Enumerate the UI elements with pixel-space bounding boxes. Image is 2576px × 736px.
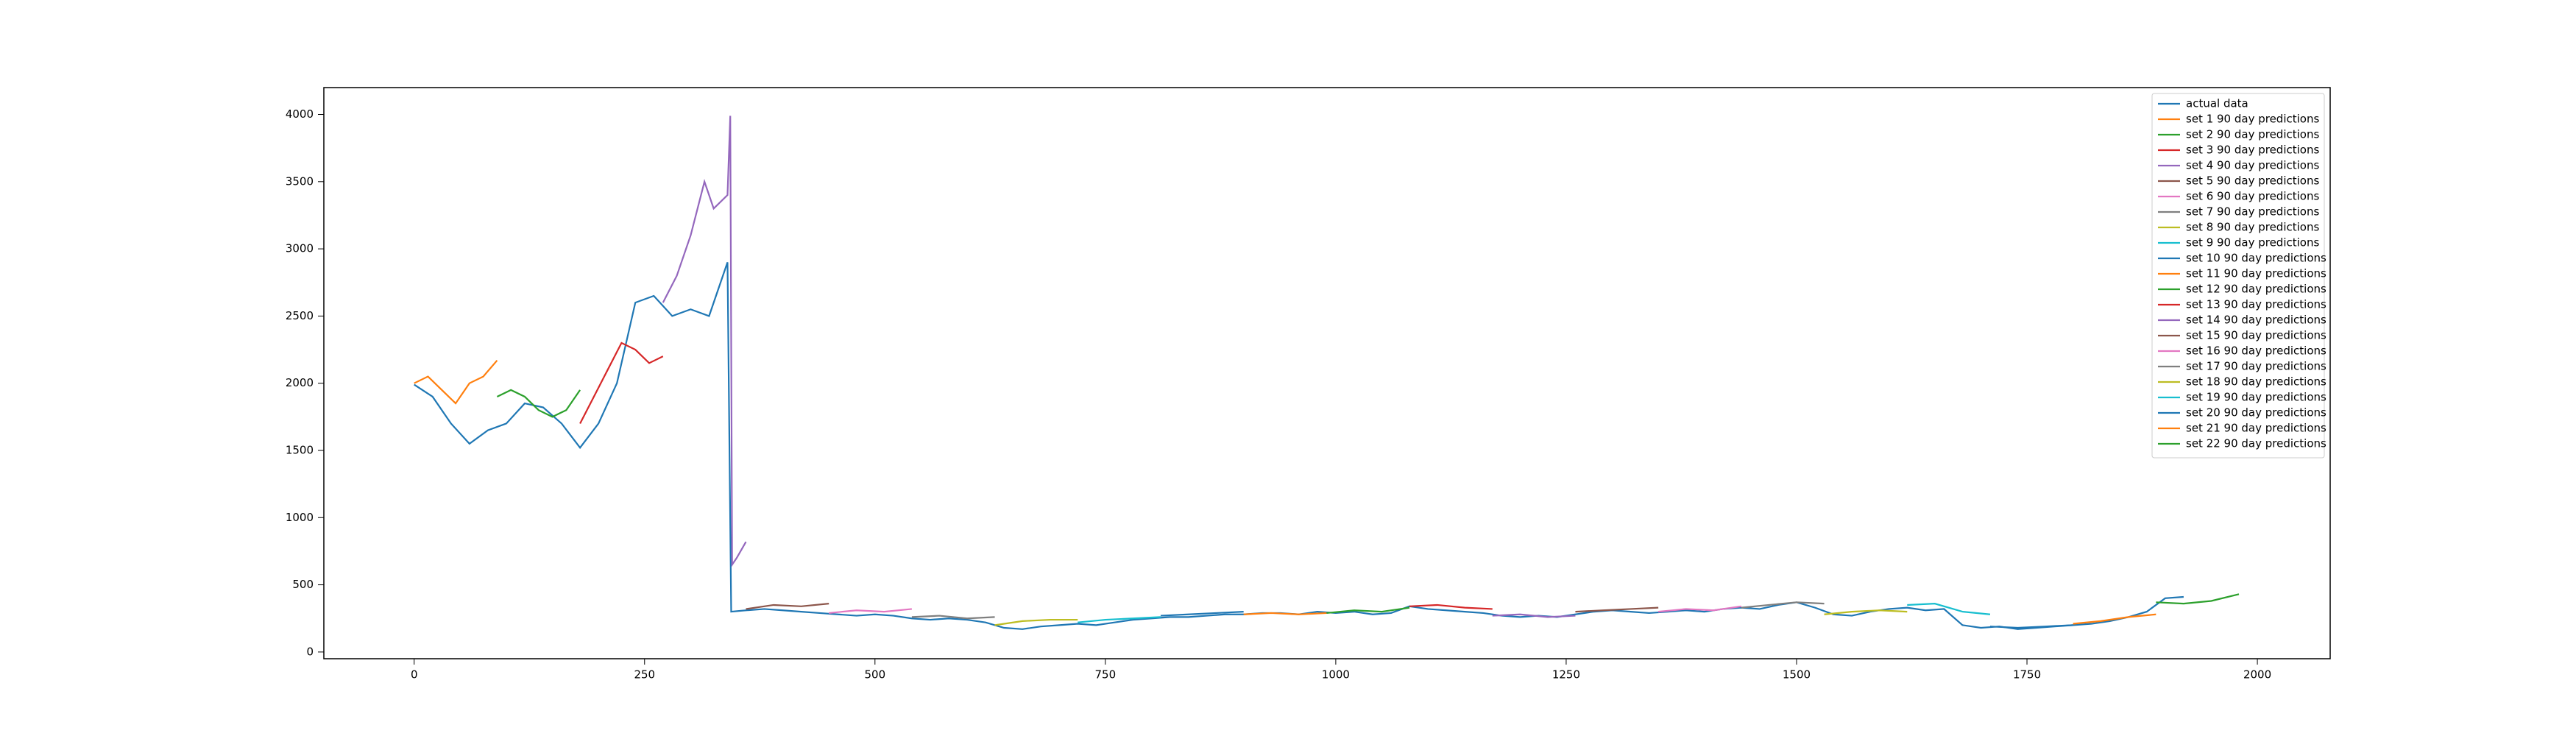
legend-label: set 14 90 day predictions (2186, 314, 2326, 327)
legend-label: set 1 90 day predictions (2186, 113, 2319, 126)
legend-label: set 2 90 day predictions (2186, 128, 2319, 141)
legend-box (2151, 93, 2325, 459)
legend-label: set 12 90 day predictions (2186, 283, 2326, 296)
series-line (1575, 606, 1659, 613)
series-line (2073, 613, 2156, 625)
legend-label: actual data (2186, 97, 2248, 110)
series-line (1824, 609, 1908, 615)
legend-label: set 4 90 day predictions (2186, 159, 2319, 172)
legend-label: set 6 90 day predictions (2186, 190, 2319, 203)
series-line (1160, 610, 1244, 617)
y-tick-label: 1500 (286, 443, 314, 456)
legend-label: set 9 90 day predictions (2186, 236, 2319, 250)
series-line (1907, 603, 1991, 615)
x-tick-label: 1250 (1552, 668, 1580, 682)
legend-label: set 17 90 day predictions (2186, 360, 2326, 373)
legend-label: set 20 90 day predictions (2186, 406, 2326, 420)
legend-label: set 21 90 day predictions (2186, 422, 2326, 435)
series-line (1243, 612, 1327, 615)
y-tick-label: 500 (292, 578, 314, 591)
y-tick-label: 2000 (286, 376, 314, 389)
series-line (1741, 601, 1825, 609)
legend-label: set 5 90 day predictions (2186, 174, 2319, 188)
x-tick-label: 250 (634, 668, 655, 682)
x-tick-label: 500 (864, 668, 885, 682)
y-tick-label: 2500 (286, 309, 314, 322)
plot-area (323, 87, 2331, 659)
x-tick-label: 1500 (1783, 668, 1811, 682)
series-line (414, 262, 2184, 630)
y-tick-label: 4000 (286, 107, 314, 121)
series-line (911, 615, 995, 620)
series-line (1326, 606, 1410, 615)
y-tick-label: 3000 (286, 242, 314, 255)
x-tick-label: 2000 (2243, 668, 2271, 682)
series-line (496, 389, 581, 418)
series-line (662, 116, 747, 567)
x-tick-label: 1000 (1322, 668, 1350, 682)
series-line (579, 342, 664, 424)
series-line (1492, 613, 1576, 618)
legend-label: set 18 90 day predictions (2186, 375, 2326, 389)
legend-label: set 13 90 day predictions (2186, 298, 2326, 311)
y-tick-label: 1000 (286, 511, 314, 524)
legend-label: set 19 90 day predictions (2186, 391, 2326, 404)
series-line (1658, 605, 1742, 613)
series-line (2156, 593, 2240, 605)
series-line (1989, 624, 2073, 629)
x-tick-label: 0 (411, 668, 418, 682)
y-tick-label: 3500 (286, 174, 314, 188)
x-tick-label: 750 (1095, 668, 1117, 682)
x-tick-label: 1750 (2013, 668, 2041, 682)
legend-label: set 3 90 day predictions (2186, 144, 2319, 157)
legend-label: set 16 90 day predictions (2186, 344, 2326, 358)
series-line (414, 359, 498, 405)
legend-label: set 22 90 day predictions (2186, 437, 2326, 450)
series-line (1078, 616, 1161, 623)
series-line (994, 618, 1078, 626)
series-line (746, 603, 829, 610)
legend-label: set 11 90 day predictions (2186, 267, 2326, 280)
legend-label: set 7 90 day predictions (2186, 205, 2319, 219)
legend-label: set 10 90 day predictions (2186, 252, 2326, 265)
series-line (1409, 604, 1493, 610)
legend-label: set 8 90 day predictions (2186, 221, 2319, 234)
series-line (829, 608, 912, 615)
y-tick-label: 0 (306, 645, 314, 658)
legend-label: set 15 90 day predictions (2186, 329, 2326, 342)
